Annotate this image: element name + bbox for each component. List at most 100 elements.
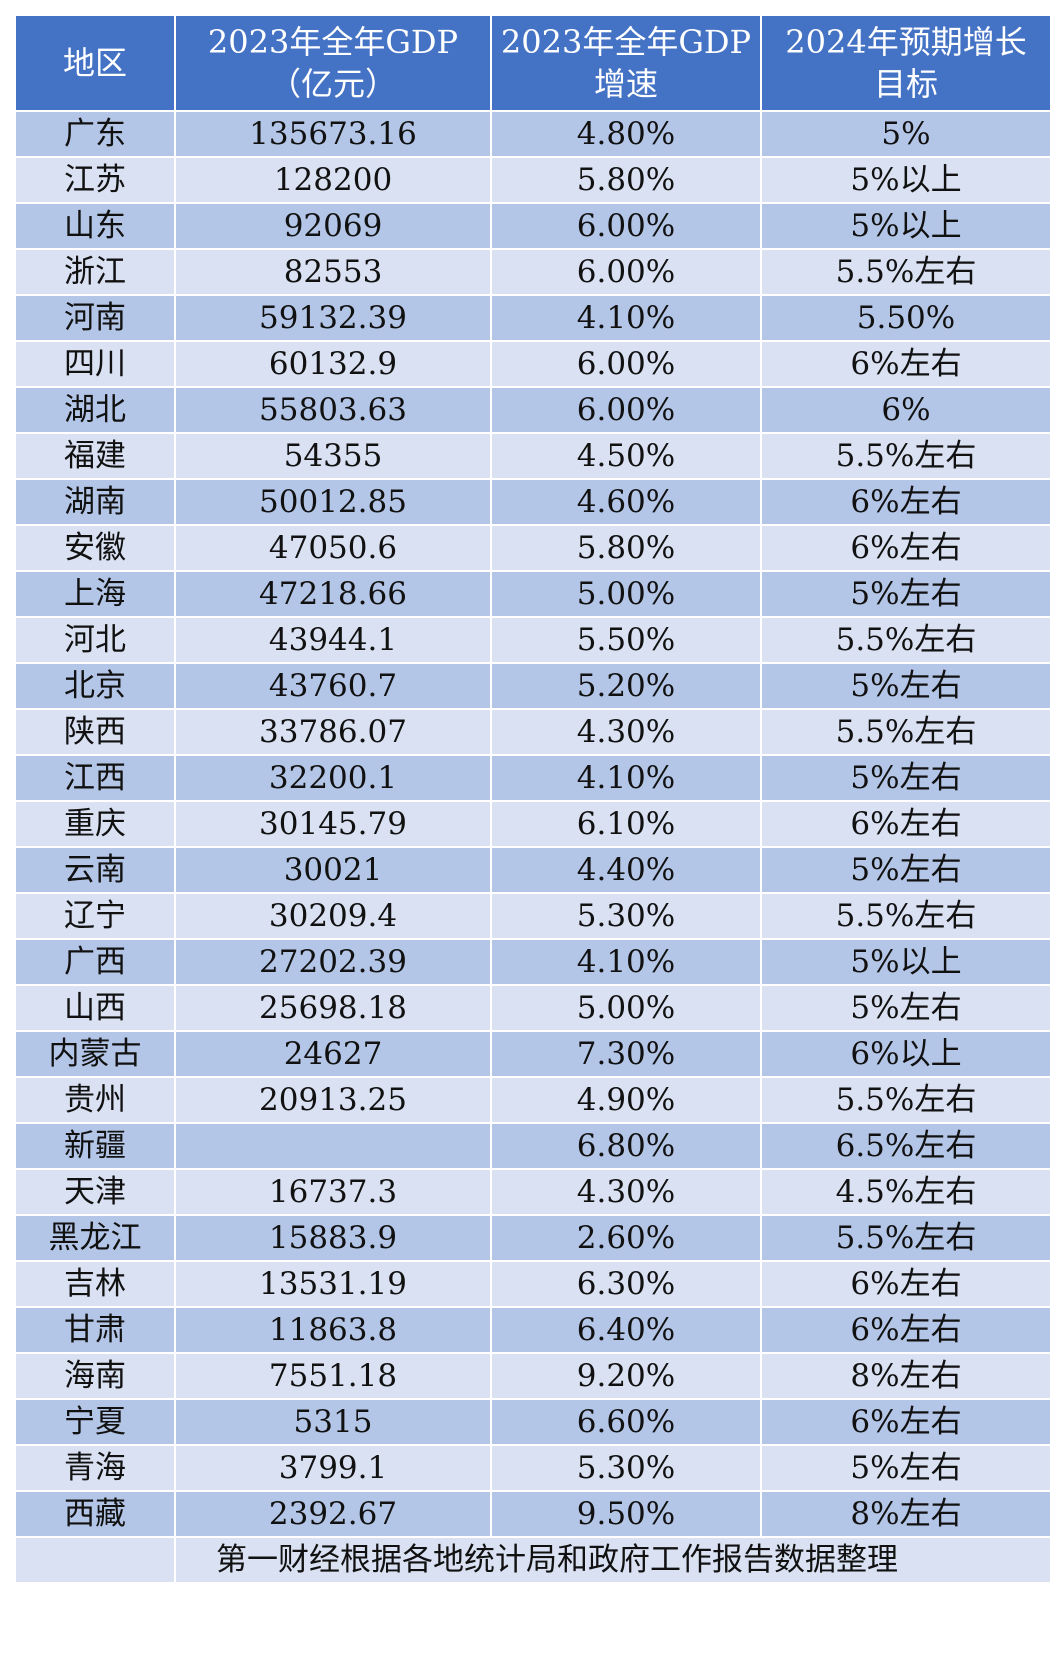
cell-region: 广东 bbox=[14, 110, 176, 158]
cell-target: 5.5%左右 bbox=[760, 1076, 1052, 1124]
cell-gdp: 20913.25 bbox=[174, 1076, 492, 1124]
cell-target: 5%左右 bbox=[760, 570, 1052, 618]
table-row: 贵州 20913.25 4.90% 5.5%左右 bbox=[14, 1076, 1052, 1124]
cell-gdp: 24627 bbox=[174, 1030, 492, 1078]
table-body: 广东 135673.16 4.80% 5% 江苏 128200 5.80% 5%以上 山东 920… bbox=[14, 110, 1052, 1538]
cell-region: 浙江 bbox=[14, 248, 176, 296]
cell-gdp: 135673.16 bbox=[174, 110, 492, 158]
cell-target: 5%以上 bbox=[760, 202, 1052, 250]
cell-growth: 6.00% bbox=[490, 340, 762, 388]
cell-region: 江西 bbox=[14, 754, 176, 802]
cell-gdp: 11863.8 bbox=[174, 1306, 492, 1354]
cell-gdp: 92069 bbox=[174, 202, 492, 250]
cell-gdp: 60132.9 bbox=[174, 340, 492, 388]
table-row: 陕西 33786.07 4.30% 5.5%左右 bbox=[14, 708, 1052, 756]
cell-target: 5.5%左右 bbox=[760, 432, 1052, 480]
table-row: 湖南 50012.85 4.60% 6%左右 bbox=[14, 478, 1052, 526]
cell-gdp: 7551.18 bbox=[174, 1352, 492, 1400]
cell-target: 6.5%左右 bbox=[760, 1122, 1052, 1170]
table-row: 内蒙古 24627 7.30% 6%以上 bbox=[14, 1030, 1052, 1078]
cell-target: 6%左右 bbox=[760, 1398, 1052, 1446]
cell-gdp: 30021 bbox=[174, 846, 492, 894]
header-row: 地区 2023年全年GDP （亿元） 2023年全年GDP 增速 2024年预期增长… bbox=[14, 14, 1052, 112]
cell-region: 江苏 bbox=[14, 156, 176, 204]
header-region: 地区 bbox=[14, 14, 176, 112]
cell-region: 湖南 bbox=[14, 478, 176, 526]
cell-growth: 5.00% bbox=[490, 570, 762, 618]
cell-region: 甘肃 bbox=[14, 1306, 176, 1354]
cell-target: 6%左右 bbox=[760, 478, 1052, 526]
table-row: 河北 43944.1 5.50% 5.5%左右 bbox=[14, 616, 1052, 664]
cell-gdp: 43760.7 bbox=[174, 662, 492, 710]
cell-growth: 5.30% bbox=[490, 1444, 762, 1492]
gdp-table: 地区 2023年全年GDP （亿元） 2023年全年GDP 增速 2024年预期增长… bbox=[14, 14, 1052, 1584]
header-gdp-growth-2023: 2023年全年GDP 增速 bbox=[490, 14, 762, 112]
cell-region: 福建 bbox=[14, 432, 176, 480]
cell-target: 5%左右 bbox=[760, 662, 1052, 710]
cell-target: 5%左右 bbox=[760, 754, 1052, 802]
cell-target: 5.5%左右 bbox=[760, 616, 1052, 664]
cell-gdp: 47218.66 bbox=[174, 570, 492, 618]
table-row: 西藏 2392.67 9.50% 8%左右 bbox=[14, 1490, 1052, 1538]
cell-growth: 4.90% bbox=[490, 1076, 762, 1124]
cell-growth: 9.20% bbox=[490, 1352, 762, 1400]
cell-growth: 6.40% bbox=[490, 1306, 762, 1354]
cell-target: 6%左右 bbox=[760, 524, 1052, 572]
cell-target: 8%左右 bbox=[760, 1490, 1052, 1538]
table-row: 山西 25698.18 5.00% 5%左右 bbox=[14, 984, 1052, 1032]
table-row: 广东 135673.16 4.80% 5% bbox=[14, 110, 1052, 158]
table-row: 安徽 47050.6 5.80% 6%左右 bbox=[14, 524, 1052, 572]
cell-growth: 4.80% bbox=[490, 110, 762, 158]
cell-gdp: 82553 bbox=[174, 248, 492, 296]
cell-region: 北京 bbox=[14, 662, 176, 710]
cell-region: 安徽 bbox=[14, 524, 176, 572]
cell-gdp: 15883.9 bbox=[174, 1214, 492, 1262]
cell-gdp: 33786.07 bbox=[174, 708, 492, 756]
cell-gdp: 13531.19 bbox=[174, 1260, 492, 1308]
cell-gdp: 50012.85 bbox=[174, 478, 492, 526]
cell-region: 内蒙古 bbox=[14, 1030, 176, 1078]
cell-target: 6%左右 bbox=[760, 1260, 1052, 1308]
cell-growth: 4.40% bbox=[490, 846, 762, 894]
table-row: 青海 3799.1 5.30% 5%左右 bbox=[14, 1444, 1052, 1492]
cell-target: 5%左右 bbox=[760, 846, 1052, 894]
cell-region: 陕西 bbox=[14, 708, 176, 756]
cell-growth: 6.00% bbox=[490, 248, 762, 296]
table-row: 海南 7551.18 9.20% 8%左右 bbox=[14, 1352, 1052, 1400]
table-row: 上海 47218.66 5.00% 5%左右 bbox=[14, 570, 1052, 618]
table-row: 北京 43760.7 5.20% 5%左右 bbox=[14, 662, 1052, 710]
cell-growth: 5.30% bbox=[490, 892, 762, 940]
table-row: 云南 30021 4.40% 5%左右 bbox=[14, 846, 1052, 894]
cell-gdp: 55803.63 bbox=[174, 386, 492, 434]
cell-region: 上海 bbox=[14, 570, 176, 618]
cell-growth: 4.60% bbox=[490, 478, 762, 526]
cell-target: 6%以上 bbox=[760, 1030, 1052, 1078]
cell-region: 山东 bbox=[14, 202, 176, 250]
table-row: 吉林 13531.19 6.30% 6%左右 bbox=[14, 1260, 1052, 1308]
cell-gdp: 16737.3 bbox=[174, 1168, 492, 1216]
cell-growth: 9.50% bbox=[490, 1490, 762, 1538]
cell-target: 5.50% bbox=[760, 294, 1052, 342]
cell-growth: 4.50% bbox=[490, 432, 762, 480]
table-row: 江西 32200.1 4.10% 5%左右 bbox=[14, 754, 1052, 802]
cell-gdp: 43944.1 bbox=[174, 616, 492, 664]
table-row: 新疆 6.80% 6.5%左右 bbox=[14, 1122, 1052, 1170]
cell-region: 四川 bbox=[14, 340, 176, 388]
header-growth-target-2024: 2024年预期增长 目标 bbox=[760, 14, 1052, 112]
cell-gdp: 32200.1 bbox=[174, 754, 492, 802]
header-gdp-2023: 2023年全年GDP （亿元） bbox=[174, 14, 492, 112]
table-row: 辽宁 30209.4 5.30% 5.5%左右 bbox=[14, 892, 1052, 940]
cell-growth: 4.10% bbox=[490, 938, 762, 986]
cell-gdp: 59132.39 bbox=[174, 294, 492, 342]
footer-row: 第一财经根据各地统计局和政府工作报告数据整理 bbox=[14, 1536, 1052, 1584]
cell-gdp: 128200 bbox=[174, 156, 492, 204]
cell-region: 海南 bbox=[14, 1352, 176, 1400]
cell-target: 6% bbox=[760, 386, 1052, 434]
table-row: 黑龙江 15883.9 2.60% 5.5%左右 bbox=[14, 1214, 1052, 1262]
table-row: 湖北 55803.63 6.00% 6% bbox=[14, 386, 1052, 434]
cell-growth: 6.60% bbox=[490, 1398, 762, 1446]
cell-gdp: 54355 bbox=[174, 432, 492, 480]
cell-growth: 4.30% bbox=[490, 708, 762, 756]
cell-target: 5.5%左右 bbox=[760, 708, 1052, 756]
cell-growth: 2.60% bbox=[490, 1214, 762, 1262]
